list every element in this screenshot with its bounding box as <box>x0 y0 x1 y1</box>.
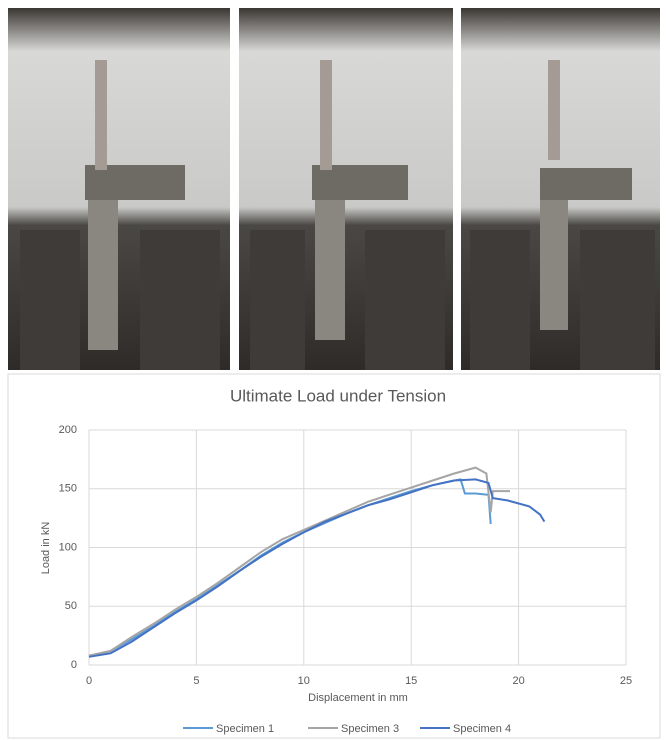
chart-title: Ultimate Load under Tension <box>230 386 446 405</box>
x-axis-label: Displacement in mm <box>308 692 408 704</box>
x-tick-label: 5 <box>193 675 199 687</box>
x-tick-label: 0 <box>86 675 92 687</box>
legend-label: Specimen 3 <box>341 723 399 735</box>
y-tick-label: 100 <box>59 541 77 553</box>
y-tick-label: 200 <box>59 424 77 436</box>
x-tick-label: 15 <box>405 675 417 687</box>
photo <box>8 8 230 370</box>
y-tick-label: 50 <box>65 600 77 612</box>
legend-label: Specimen 4 <box>453 723 511 735</box>
chart: Ultimate Load under Tension Displacement… <box>0 0 667 740</box>
photo <box>461 8 660 370</box>
y-tick-label: 150 <box>59 483 77 495</box>
x-tick-label: 20 <box>512 675 524 687</box>
x-tick-label: 25 <box>620 675 632 687</box>
x-tick-label: 10 <box>298 675 310 687</box>
photos <box>8 8 660 370</box>
photo <box>239 8 453 370</box>
y-tick-label: 0 <box>71 659 77 671</box>
chart-frame <box>8 374 660 738</box>
figure: Ultimate Load under Tension Displacement… <box>0 0 667 740</box>
legend-label: Specimen 1 <box>216 723 274 735</box>
y-axis-label: Load in kN <box>40 522 52 575</box>
